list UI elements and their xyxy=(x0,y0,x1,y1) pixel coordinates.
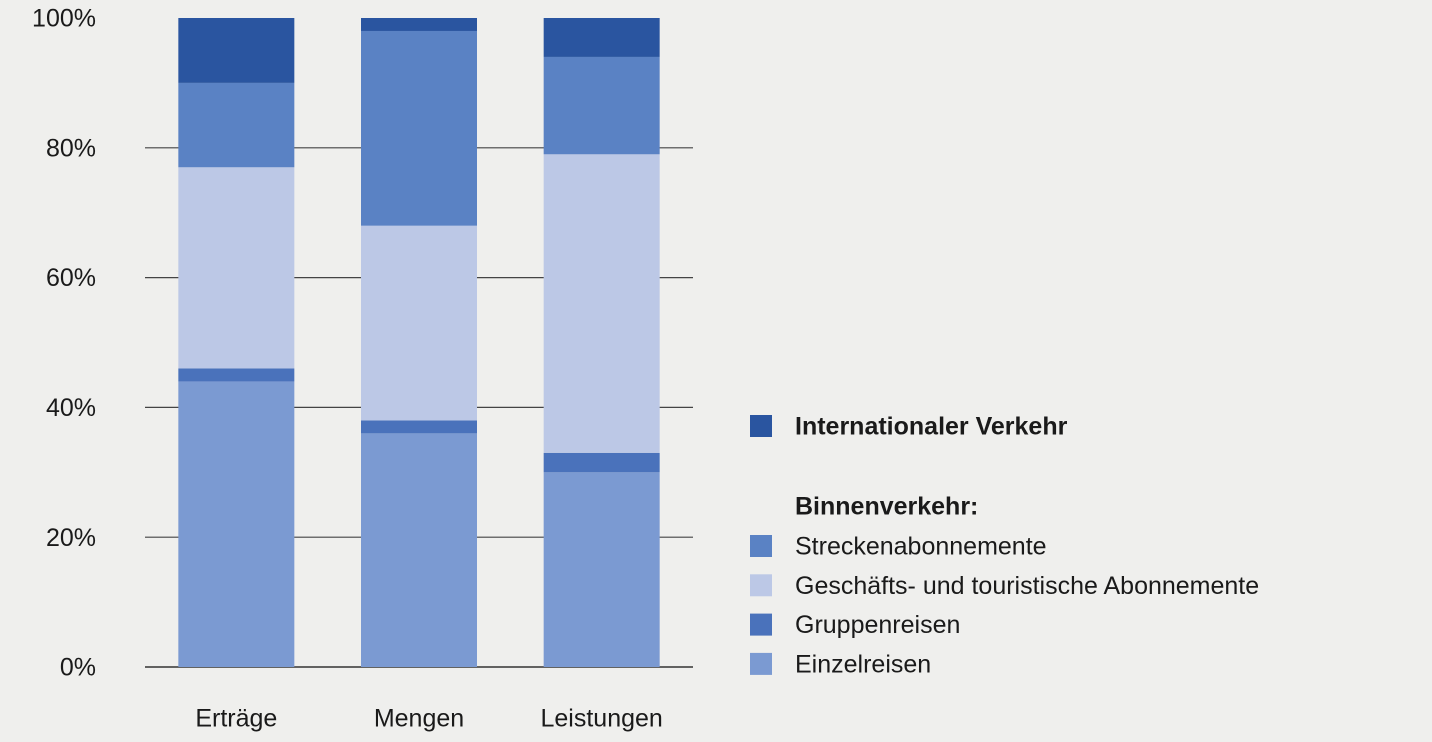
legend-label: Geschäfts- und touristische Abonnemente xyxy=(795,572,1259,600)
bar-segment xyxy=(543,452,660,473)
y-tick-label: 80% xyxy=(46,134,96,162)
x-tick-label: Erträge xyxy=(195,705,277,733)
bar-segment xyxy=(178,82,295,168)
bar-segment xyxy=(543,56,660,155)
bar-segment xyxy=(361,420,477,434)
legend-swatch xyxy=(750,652,772,675)
legend-label: Gruppenreisen xyxy=(795,611,960,639)
bar-segment xyxy=(543,18,660,57)
legend-swatch xyxy=(750,613,772,636)
bar-segment xyxy=(178,18,295,83)
y-tick-label: 0% xyxy=(60,654,96,682)
legend-label: Einzelreisen xyxy=(795,651,931,679)
x-tick-label: Mengen xyxy=(374,705,464,733)
legend-label: Internationaler Verkehr xyxy=(795,413,1068,441)
bar-segment xyxy=(361,433,477,667)
bar-segment xyxy=(543,154,660,453)
bar-segment xyxy=(178,167,295,369)
bar-segment xyxy=(361,225,477,421)
x-tick-label: Leistungen xyxy=(541,705,663,733)
y-tick-label: 20% xyxy=(46,524,96,552)
bar-segment xyxy=(178,381,295,667)
legend-swatch xyxy=(750,574,772,597)
legend-swatch xyxy=(750,535,772,557)
legend-group-label: Binnenverkehr: xyxy=(795,493,978,521)
bar-segment xyxy=(361,30,477,226)
y-tick-label: 40% xyxy=(46,394,96,422)
y-tick-label: 60% xyxy=(46,264,96,292)
legend-swatch xyxy=(750,415,772,437)
bar-segment xyxy=(361,18,477,31)
y-tick-label: 100% xyxy=(32,5,96,33)
bar-segment xyxy=(178,368,295,382)
bar-segment xyxy=(543,472,660,667)
legend-label: Streckenabonnemente xyxy=(795,533,1047,561)
